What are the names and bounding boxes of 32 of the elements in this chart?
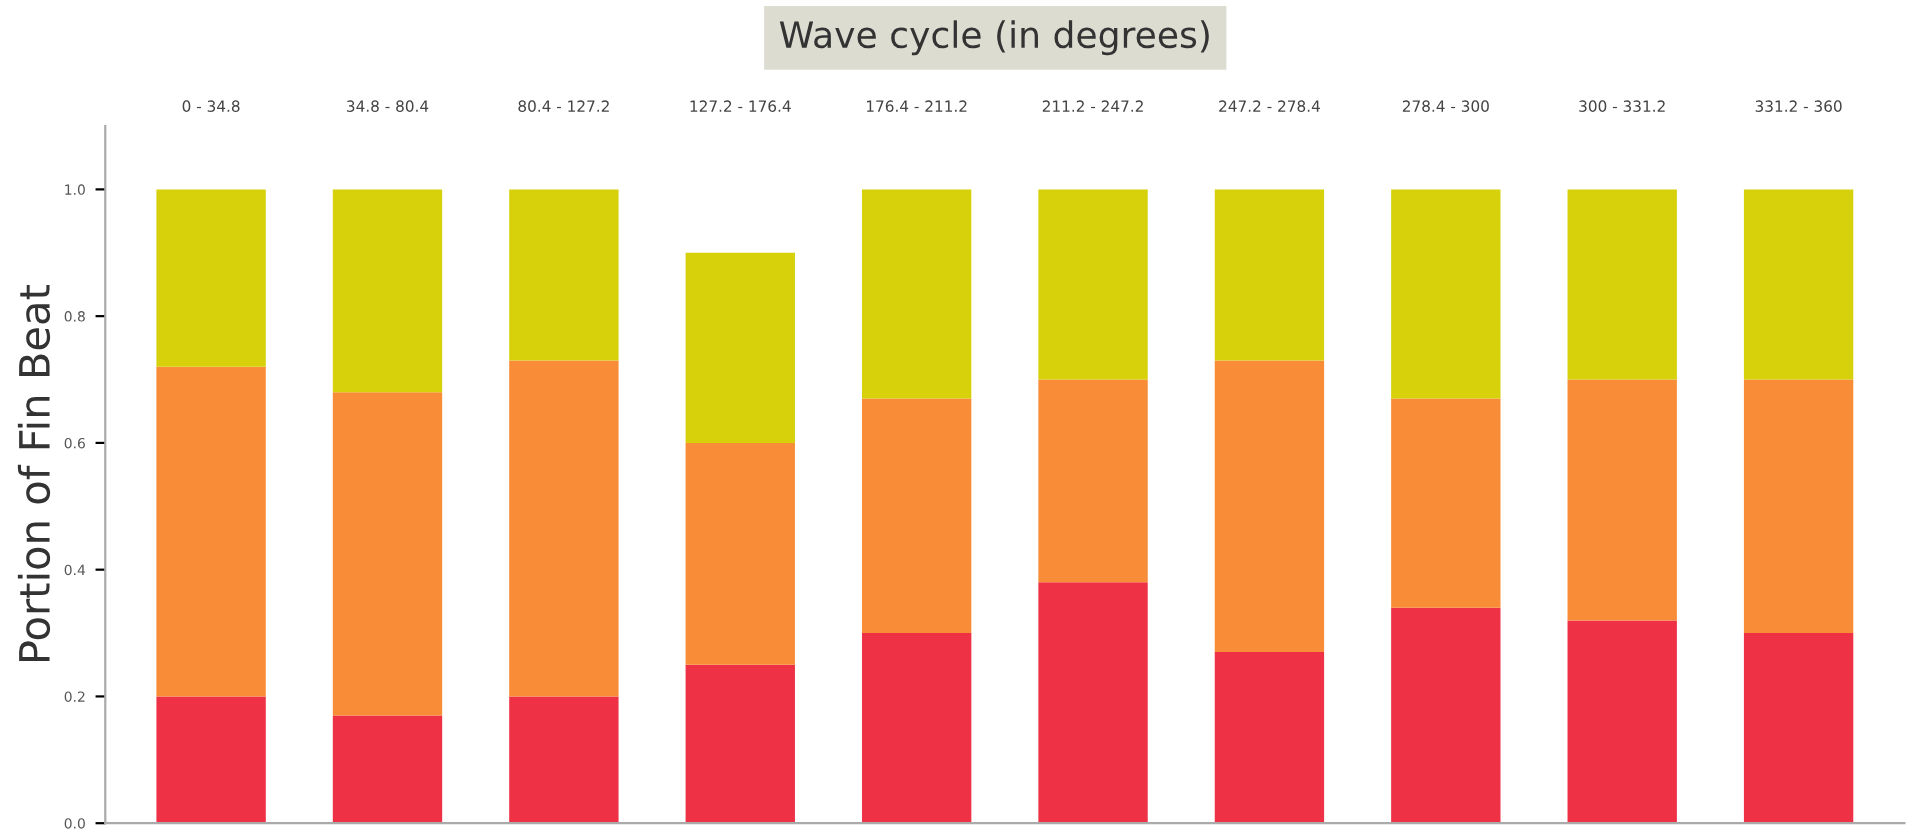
bar bbox=[1214, 360, 1325, 653]
bar bbox=[1038, 582, 1148, 824]
bar bbox=[156, 696, 266, 824]
bar bbox=[685, 664, 795, 824]
bar bbox=[1038, 189, 1148, 380]
bar bbox=[1567, 379, 1677, 621]
bar bbox=[685, 252, 795, 443]
bar bbox=[861, 398, 972, 634]
bar bbox=[1214, 189, 1325, 361]
bar bbox=[1567, 620, 1677, 824]
bar bbox=[332, 392, 443, 716]
bar bbox=[861, 189, 972, 399]
bar bbox=[332, 189, 443, 393]
y-axis-title: Portion of Fin Beat bbox=[17, 285, 51, 661]
bar bbox=[509, 189, 619, 361]
bar bbox=[509, 360, 619, 697]
bar bbox=[1391, 607, 1501, 824]
bar bbox=[1038, 379, 1148, 583]
bar bbox=[509, 696, 619, 824]
bar bbox=[1214, 652, 1325, 824]
bar bbox=[861, 633, 972, 824]
bar bbox=[1743, 189, 1854, 380]
bar bbox=[332, 715, 443, 824]
bar bbox=[1567, 189, 1677, 380]
bar bbox=[1743, 633, 1854, 824]
bar bbox=[156, 366, 266, 697]
bar bbox=[1391, 189, 1501, 399]
bar bbox=[1743, 379, 1854, 634]
bar bbox=[685, 442, 795, 665]
bar bbox=[1391, 398, 1501, 608]
bar bbox=[156, 189, 266, 367]
chart-title: Wave cycle (in degrees) bbox=[779, 20, 1209, 56]
